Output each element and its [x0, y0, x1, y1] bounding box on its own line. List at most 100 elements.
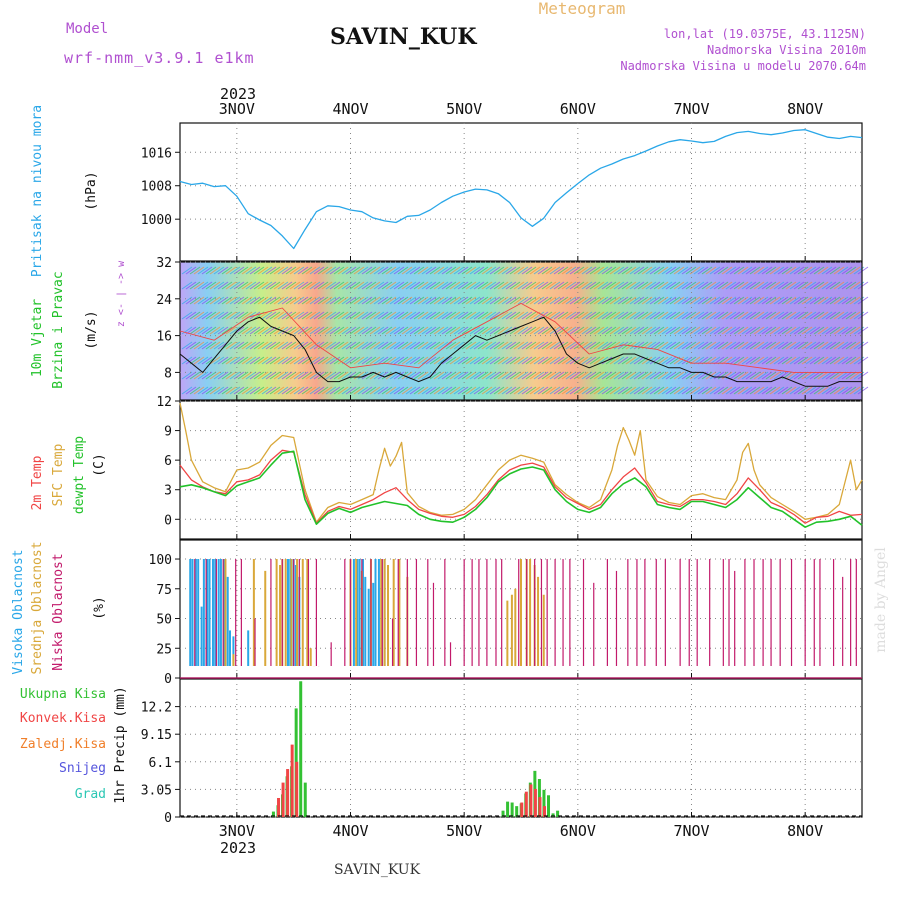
wind-barb	[221, 386, 233, 395]
wind-barb	[489, 266, 501, 275]
wind-barb	[521, 326, 533, 335]
wind-barb	[533, 296, 545, 305]
wind-barb	[353, 296, 365, 305]
wind-barb	[661, 386, 673, 395]
wind-barb	[657, 341, 669, 350]
wind-barb	[593, 326, 605, 335]
wind-barb	[629, 341, 641, 350]
wind-barb	[469, 281, 481, 290]
precip-conv-bar	[286, 769, 290, 817]
wind-barb	[501, 266, 513, 275]
wind-barb	[233, 341, 245, 350]
wind-barb	[669, 281, 681, 290]
wind-barb	[433, 341, 445, 350]
wind-barb	[761, 326, 773, 335]
wind-barb	[653, 386, 665, 395]
wind-barb	[745, 266, 757, 275]
wind-barb	[661, 341, 673, 350]
wind-barb	[817, 266, 829, 275]
wind-barb	[181, 266, 193, 275]
wind-barb	[669, 266, 681, 275]
wind-barb	[413, 341, 425, 350]
wind-barb	[513, 326, 525, 335]
wind-compass: z <- | -> w	[116, 260, 127, 327]
wind-barb	[201, 326, 213, 335]
wind-barb	[393, 341, 405, 350]
wind-barb	[705, 281, 717, 290]
wind-barb	[409, 356, 421, 365]
wind-barb	[781, 341, 793, 350]
wind-barb	[401, 326, 413, 335]
wind-barb	[449, 341, 461, 350]
wind-barb	[445, 341, 457, 350]
wind-barb	[705, 266, 717, 275]
wind-barb	[193, 281, 205, 290]
wind-barb	[485, 371, 497, 380]
wind-barb	[497, 326, 509, 335]
wind-barb	[601, 326, 613, 335]
wind-barb	[349, 266, 361, 275]
wind-barb	[181, 281, 193, 290]
wind-barb	[225, 356, 237, 365]
wind-barb	[649, 371, 661, 380]
wind-barb	[417, 386, 429, 395]
wind-barb	[253, 341, 265, 350]
wind-barb	[657, 296, 669, 305]
wind-barb	[193, 296, 205, 305]
wind-barb	[337, 266, 349, 275]
wind-barb	[381, 296, 393, 305]
precip-conv-bar	[290, 744, 294, 817]
wind-barb	[741, 311, 753, 320]
wind-barb	[641, 386, 653, 395]
wind-barb	[353, 386, 365, 395]
precip-conv-bar	[524, 791, 528, 817]
wind-barb	[829, 386, 841, 395]
wind-barb	[193, 326, 205, 335]
wind-barb	[261, 386, 273, 395]
wind-barb	[317, 326, 329, 335]
wind-barb	[213, 326, 225, 335]
wind-barb	[429, 386, 441, 395]
wind-barb	[225, 341, 237, 350]
wind-barb	[577, 341, 589, 350]
wind-barb	[393, 356, 405, 365]
wind-barb	[241, 266, 253, 275]
wind-barb	[821, 281, 833, 290]
wind-barb	[829, 356, 841, 365]
wind-barb	[397, 296, 409, 305]
wind-barb	[785, 311, 797, 320]
wind-barb	[597, 341, 609, 350]
wind-barb	[189, 341, 201, 350]
wind-barb	[413, 356, 425, 365]
wind-barb	[257, 281, 269, 290]
wind-barb	[285, 386, 297, 395]
wind-barb	[697, 371, 709, 380]
wind-barb	[813, 371, 825, 380]
wind-barb	[337, 311, 349, 320]
wind-barb	[801, 356, 813, 365]
wind-barb	[605, 371, 617, 380]
wind-barb	[505, 296, 517, 305]
wind-barb	[573, 311, 585, 320]
wind-barb	[673, 266, 685, 275]
wind-barb	[665, 371, 677, 380]
wind-barb	[401, 356, 413, 365]
year-top: 2023	[220, 85, 256, 103]
wind-barb	[321, 386, 333, 395]
wind-barb	[777, 281, 789, 290]
wind-barb	[829, 296, 841, 305]
wind-barb	[773, 311, 785, 320]
wind-barb	[537, 341, 549, 350]
wind-barb	[717, 371, 729, 380]
wind-barb	[649, 341, 661, 350]
wind-barb	[745, 326, 757, 335]
wind-barb	[665, 281, 677, 290]
wind-barb	[273, 386, 285, 395]
cloud-ylabel-2: Srednja Oblacnost	[30, 541, 45, 674]
wind-barb	[637, 326, 649, 335]
wind-barb	[533, 386, 545, 395]
x-tick-label-top: 5NOV	[446, 100, 482, 118]
wind-barb	[541, 266, 553, 275]
wind-barb	[329, 326, 341, 335]
wind-barb	[237, 386, 249, 395]
